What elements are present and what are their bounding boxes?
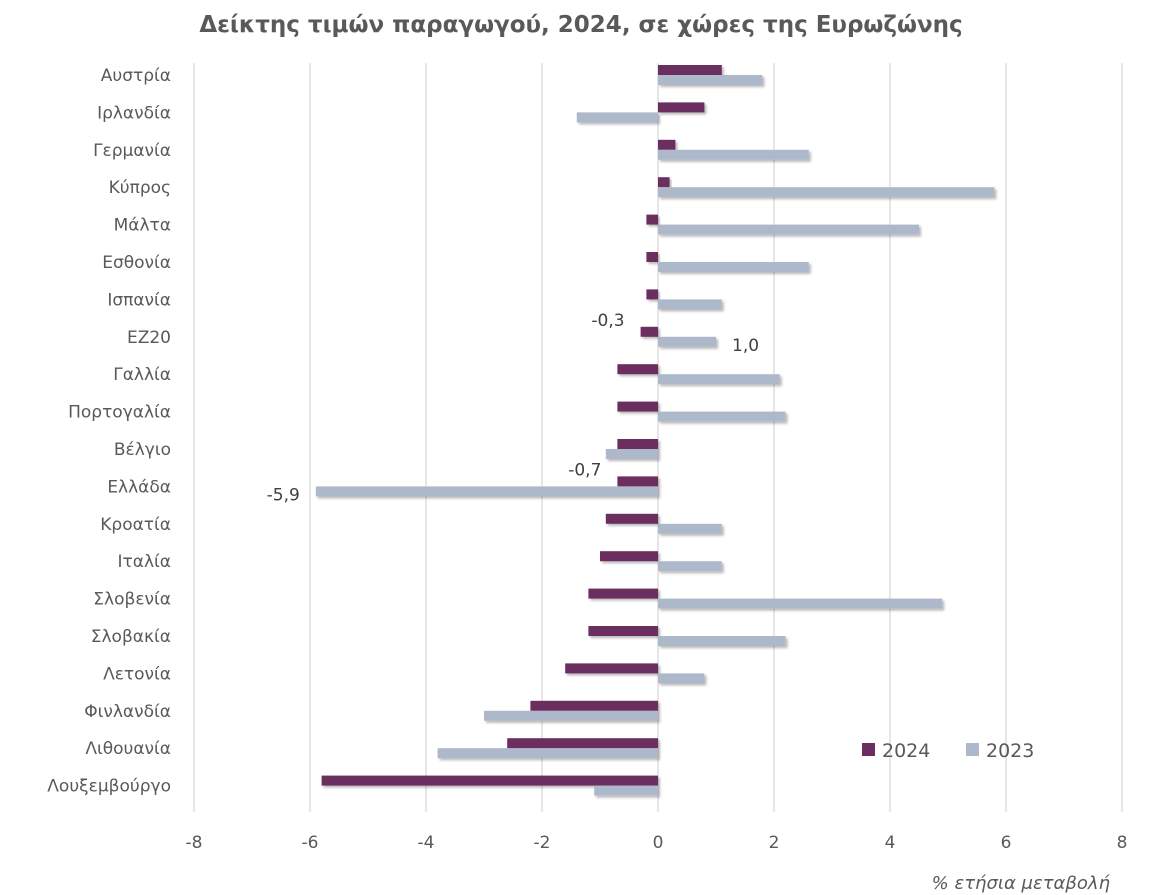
- category-label: Εσθονία: [102, 253, 171, 273]
- category-label: Ισπανία: [107, 290, 171, 310]
- data-label: 1,0: [732, 336, 759, 356]
- category-label: Ελλάδα: [107, 477, 171, 497]
- data-label: -0,3: [591, 311, 624, 331]
- bar-2024: [646, 252, 658, 262]
- bar-2024: [658, 65, 722, 75]
- bar-2023: [658, 673, 705, 684]
- x-tick-label: 4: [885, 833, 896, 853]
- x-tick-label: 2: [769, 833, 780, 853]
- bar-2024: [658, 177, 670, 188]
- bar-2023: [437, 748, 658, 759]
- bar-2024: [565, 663, 658, 674]
- bar-2023: [658, 411, 786, 422]
- bar-2023: [315, 486, 658, 497]
- bar-2024: [530, 700, 658, 711]
- legend-label-2024: 2024: [882, 740, 930, 762]
- bar-2023: [658, 299, 722, 310]
- bar-2023: [576, 112, 658, 123]
- category-label: Μάλτα: [114, 216, 171, 236]
- category-label: Λετονία: [103, 664, 171, 684]
- bar-2024: [646, 289, 658, 300]
- bar-2023: [605, 449, 658, 459]
- category-label: Σλοβενία: [93, 590, 171, 610]
- bar-2024: [658, 139, 676, 150]
- bar-2023: [658, 561, 722, 572]
- x-tick-label: 0: [653, 833, 664, 853]
- bar-2024: [588, 626, 658, 636]
- category-label: Γερμανία: [93, 141, 171, 161]
- x-tick-label: 6: [1001, 833, 1012, 853]
- x-tick-label: -2: [534, 833, 551, 853]
- bar-2024: [617, 364, 658, 375]
- legend: 2024 2023: [862, 740, 1034, 762]
- bar-2023: [658, 636, 786, 646]
- chart-title: Δείκτης τιμών παραγωγού, 2024, σε χώρες …: [199, 12, 962, 38]
- bar-2024: [600, 551, 658, 562]
- category-label: Λουξεμβούργο: [47, 777, 171, 797]
- category-label: Σλοβακία: [91, 627, 171, 647]
- bar-2023: [658, 75, 763, 85]
- x-tick-label: -4: [418, 833, 435, 853]
- x-axis-ticks: -8 -6 -4 -2 0 2 4 6 8: [186, 833, 1128, 853]
- category-label: Φινλανδία: [84, 702, 171, 722]
- category-label: Κροατία: [100, 515, 171, 535]
- bar-2023: [658, 149, 809, 160]
- bar-2023: [484, 710, 658, 721]
- category-label: Ιρλανδία: [97, 103, 171, 123]
- legend-swatch-2023: [966, 743, 979, 756]
- bar-2024: [617, 439, 658, 449]
- category-label: Πορτογαλία: [68, 403, 171, 423]
- bar-2023: [658, 187, 995, 198]
- bar-2024: [617, 401, 658, 412]
- category-label: Ιταλία: [118, 552, 171, 572]
- bar-2024: [588, 588, 658, 599]
- data-labels: -0,3 1,0 -0,7 -5,9: [267, 311, 759, 506]
- x-tick-label: 8: [1117, 833, 1128, 853]
- category-label: Βέλγιο: [114, 440, 171, 460]
- category-label: Αυστρία: [101, 66, 171, 86]
- bar-2024: [646, 214, 658, 225]
- legend-label-2023: 2023: [986, 740, 1034, 762]
- bar-2023: [658, 523, 722, 534]
- legend-swatch-2024: [862, 743, 875, 756]
- x-tick-label: -8: [186, 833, 203, 853]
- bar-2024: [658, 102, 705, 113]
- bar-2024: [605, 513, 658, 524]
- bar-2024: [321, 775, 658, 786]
- category-label: Κύπρος: [109, 178, 171, 198]
- category-label: ΕΖ20: [127, 328, 171, 348]
- category-label: Λιθουανία: [85, 739, 171, 759]
- bar-2023: [658, 262, 809, 272]
- bars: [315, 65, 995, 796]
- data-label: -0,7: [568, 460, 601, 480]
- category-label: Γαλλία: [113, 365, 171, 385]
- x-axis-label: % ετήσια μεταβολή: [932, 873, 1111, 894]
- bar-2023: [658, 374, 780, 385]
- x-tick-label: -6: [302, 833, 319, 853]
- bar-2024: [640, 326, 658, 337]
- category-labels: Αυστρία Ιρλανδία Γερμανία Κύπρος Μάλτα Εσθονί…: [47, 66, 171, 797]
- bar-2023: [658, 224, 919, 235]
- bar-2023: [658, 598, 943, 609]
- bar-2023: [658, 336, 716, 347]
- bar-2024: [507, 738, 658, 749]
- bar-2024: [617, 476, 658, 487]
- data-label: -5,9: [267, 485, 300, 505]
- bar-2023: [594, 785, 658, 796]
- gridlines: [193, 63, 1123, 812]
